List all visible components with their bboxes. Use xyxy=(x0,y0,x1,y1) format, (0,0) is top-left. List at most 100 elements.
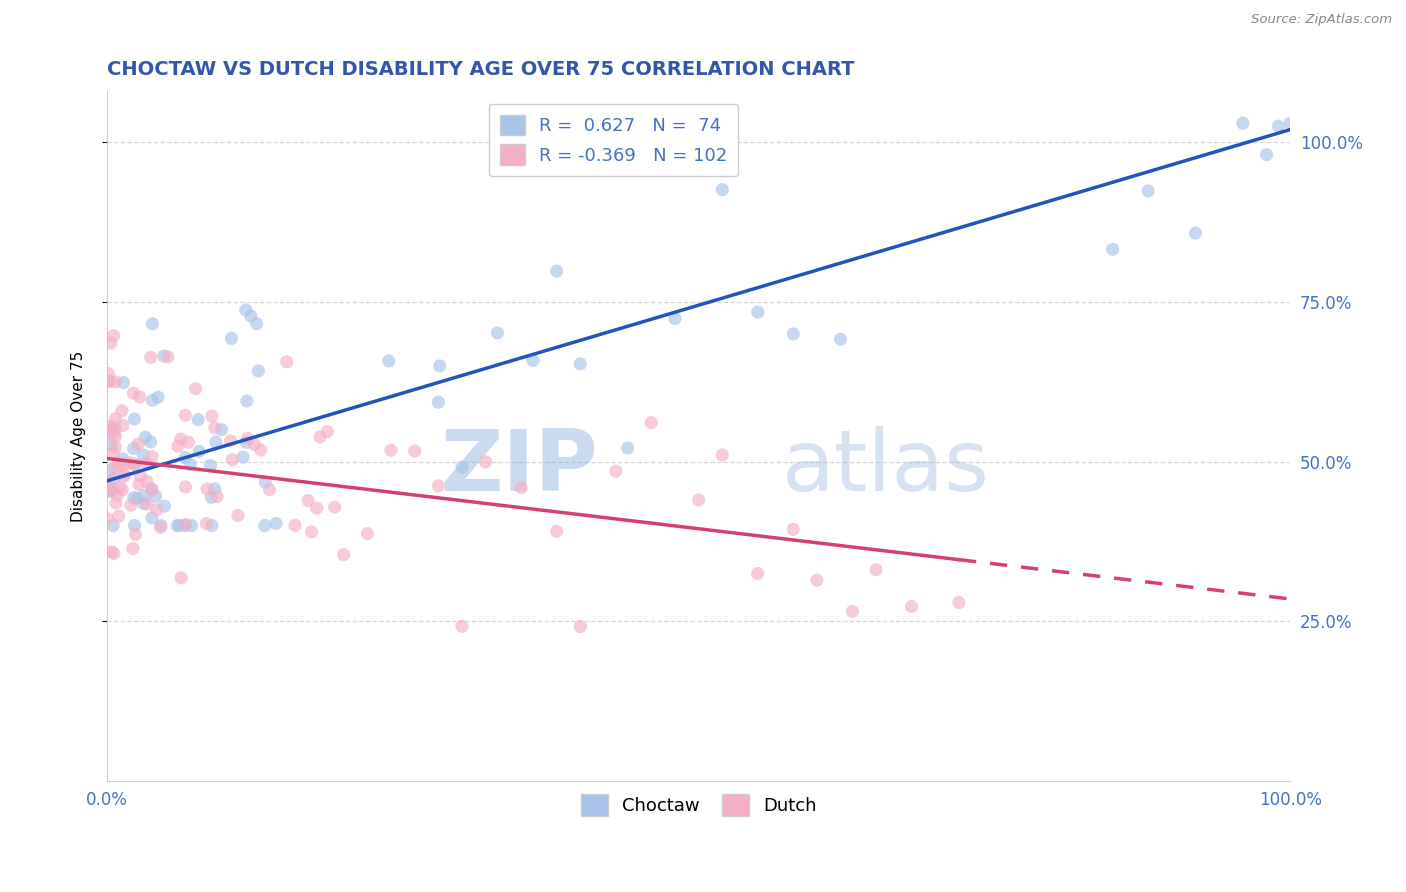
Point xyxy=(264,516,287,531)
Point xyxy=(841,604,863,618)
Point xyxy=(170,571,193,585)
Point xyxy=(121,541,143,556)
Point xyxy=(1279,116,1302,130)
Point xyxy=(96,511,118,525)
Point xyxy=(100,437,122,451)
Point xyxy=(239,309,262,323)
Point xyxy=(111,418,134,433)
Point xyxy=(427,395,450,409)
Point xyxy=(195,516,218,531)
Point xyxy=(900,599,922,614)
Point xyxy=(141,483,163,497)
Point xyxy=(1256,147,1278,161)
Point xyxy=(204,482,226,496)
Point xyxy=(451,460,474,475)
Point xyxy=(103,518,125,533)
Point xyxy=(1267,119,1289,133)
Point xyxy=(254,475,277,489)
Point xyxy=(356,526,378,541)
Point xyxy=(569,357,592,371)
Point xyxy=(167,518,190,533)
Point xyxy=(127,437,149,451)
Point xyxy=(125,491,148,506)
Point xyxy=(135,475,157,489)
Point xyxy=(253,518,276,533)
Text: atlas: atlas xyxy=(782,425,990,508)
Point xyxy=(101,423,124,437)
Point xyxy=(108,481,131,495)
Point xyxy=(377,354,399,368)
Point xyxy=(135,456,157,470)
Point xyxy=(132,489,155,503)
Point xyxy=(146,390,169,404)
Point xyxy=(104,496,127,510)
Point xyxy=(141,482,163,496)
Point xyxy=(204,435,226,450)
Point xyxy=(149,518,172,533)
Point xyxy=(146,502,169,516)
Point xyxy=(510,481,533,495)
Point xyxy=(111,403,134,417)
Point xyxy=(141,511,163,525)
Point xyxy=(711,448,734,462)
Point xyxy=(221,331,243,345)
Point xyxy=(616,441,638,455)
Point xyxy=(170,432,193,446)
Point xyxy=(132,496,155,510)
Point xyxy=(323,500,346,515)
Point xyxy=(711,183,734,197)
Point xyxy=(316,425,339,439)
Text: CHOCTAW VS DUTCH DISABILITY AGE OVER 75 CORRELATION CHART: CHOCTAW VS DUTCH DISABILITY AGE OVER 75 … xyxy=(107,60,855,78)
Point xyxy=(103,547,125,561)
Point xyxy=(1101,243,1123,257)
Point xyxy=(284,518,307,533)
Point xyxy=(747,566,769,581)
Point xyxy=(124,458,146,472)
Point xyxy=(149,520,172,534)
Point xyxy=(546,264,568,278)
Point xyxy=(96,419,118,434)
Point xyxy=(259,483,281,497)
Point xyxy=(100,463,122,477)
Point xyxy=(104,422,127,436)
Point xyxy=(122,442,145,456)
Point xyxy=(221,452,243,467)
Point xyxy=(104,430,127,444)
Text: ZIP: ZIP xyxy=(440,425,598,508)
Point xyxy=(97,473,120,487)
Point xyxy=(100,419,122,434)
Point xyxy=(174,450,197,465)
Point xyxy=(145,489,167,503)
Point xyxy=(309,430,332,444)
Point xyxy=(104,460,127,475)
Point xyxy=(111,451,134,466)
Point xyxy=(188,444,211,458)
Point xyxy=(404,444,426,458)
Point xyxy=(688,492,710,507)
Point xyxy=(200,491,222,505)
Point xyxy=(747,305,769,319)
Point xyxy=(451,619,474,633)
Point xyxy=(141,450,163,464)
Point xyxy=(177,435,200,450)
Point xyxy=(139,351,162,365)
Point xyxy=(100,482,122,496)
Point xyxy=(110,458,132,472)
Point xyxy=(100,545,122,559)
Point xyxy=(153,499,176,513)
Point xyxy=(243,437,266,451)
Point xyxy=(297,493,319,508)
Point xyxy=(380,443,402,458)
Point xyxy=(103,426,125,441)
Point xyxy=(100,483,122,498)
Point xyxy=(806,573,828,587)
Point xyxy=(236,394,259,409)
Point xyxy=(98,375,121,389)
Point xyxy=(640,416,662,430)
Point xyxy=(96,374,118,388)
Point xyxy=(103,328,125,343)
Point xyxy=(128,477,150,491)
Point xyxy=(174,517,197,532)
Point xyxy=(174,480,197,494)
Point xyxy=(184,382,207,396)
